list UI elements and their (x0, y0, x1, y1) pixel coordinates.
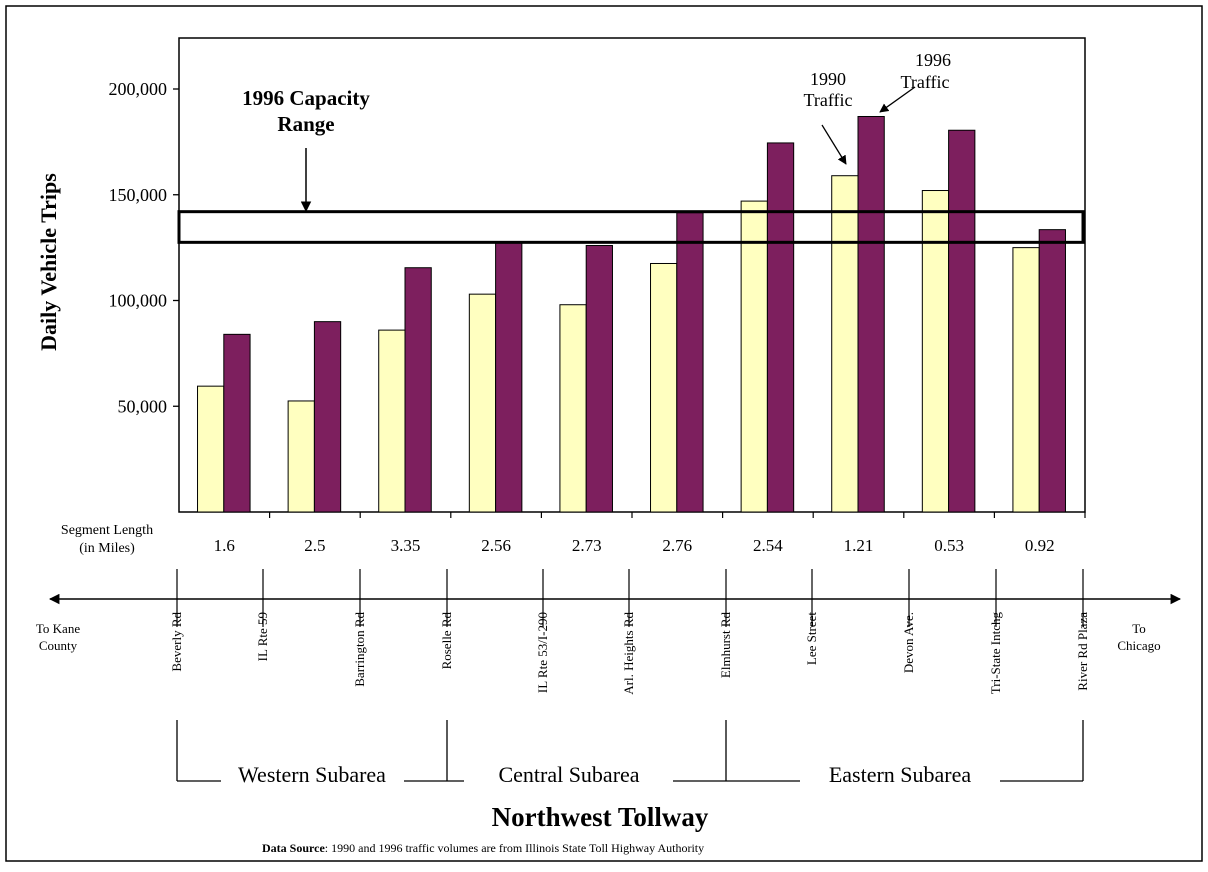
left-end-label-line1: To Kane (36, 621, 80, 636)
bar-1996 (313, 321, 342, 513)
annotation-1990-line1: 1990 (810, 69, 846, 89)
location-label: Beverly Rd (169, 612, 184, 672)
subarea-eastern: Eastern Subarea (829, 762, 972, 787)
bar-1990 (831, 175, 859, 513)
bar-1990 (197, 385, 225, 513)
segment-length-value: 0.53 (934, 536, 964, 555)
location-label: Arl. Heights Rd (621, 612, 636, 695)
bar-1990 (378, 329, 406, 513)
location-labels: Beverly Rd IL Rte 59 Barrington Rd Roselle … (169, 612, 1090, 695)
location-label: Devon Ave. (901, 612, 916, 673)
left-end-label-line2: County (39, 638, 78, 653)
segment-length-label-line1: Segment Length (61, 523, 153, 538)
segment-length-value: 2.73 (572, 536, 602, 555)
y-tick-label: 100,000 (109, 291, 168, 311)
capacity-annotation-line2: Range (277, 112, 334, 136)
capacity-annotation-line1: 1996 Capacity (242, 86, 370, 110)
segment-length-value: 3.35 (391, 536, 421, 555)
bar-1996 (495, 241, 523, 513)
subarea-central: Central Subarea (498, 762, 639, 787)
data-source: Data Source: 1990 and 1996 traffic volum… (262, 841, 704, 855)
arrow-1990 (821, 124, 847, 165)
segment-length-label-line2: (in Miles) (79, 541, 135, 556)
bar-1990 (559, 304, 587, 513)
subarea-brackets (176, 720, 1084, 782)
location-ticks (176, 569, 1084, 627)
segment-length-value: 2.76 (662, 536, 692, 555)
bar-1996 (766, 142, 795, 513)
right-end-label-line1: To (1132, 621, 1146, 636)
data-source-label: Data Source (262, 841, 325, 855)
bar-1996 (223, 333, 251, 513)
y-tick-label: 50,000 (118, 396, 168, 416)
segment-length-value: 2.56 (481, 536, 511, 555)
right-end-label-line2: Chicago (1117, 638, 1160, 653)
chart-title: Northwest Tollway (492, 802, 709, 832)
outer-frame (5, 5, 1203, 862)
bar-1996 (676, 212, 704, 513)
y-tick-label: 200,000 (109, 79, 168, 99)
bar-1996 (857, 115, 885, 513)
bar-1990 (1012, 247, 1040, 513)
bar-1990 (921, 190, 950, 513)
segment-length-value: 1.21 (844, 536, 874, 555)
capacity-band (177, 210, 1085, 244)
location-label: IL Rte 53/I-290 (535, 612, 550, 693)
bar-1996 (948, 129, 976, 513)
segment-lengths: 1.6 2.5 3.35 2.56 2.73 2.76 2.54 1.21 0.53 0.92 (214, 536, 1055, 555)
segment-length-value: 1.6 (214, 536, 235, 555)
location-label: Roselle Rd (439, 612, 454, 670)
bars (197, 115, 1086, 518)
bar-1990 (468, 293, 497, 513)
location-label: River Rd Plaza (1075, 612, 1090, 691)
location-label: Barrington Rd (352, 612, 367, 687)
segment-length-value: 2.54 (753, 536, 783, 555)
bar-1990 (740, 200, 768, 513)
location-label: Lee Street (804, 612, 819, 665)
location-label: IL Rte 59 (255, 612, 270, 661)
bar-1996 (1038, 229, 1066, 513)
annotation-1996-line1: 1996 (915, 50, 951, 70)
y-axis: 50,000 100,000 150,000 200,000 (109, 79, 179, 416)
arrow-1996 (879, 86, 916, 113)
data-source-text: : 1990 and 1996 traffic volumes are from… (325, 841, 704, 855)
location-label: Elmhurst Rd (718, 612, 733, 679)
capacity-range-box (177, 210, 1085, 244)
segment-length-value: 0.92 (1025, 536, 1055, 555)
bar-1990 (287, 400, 315, 513)
bar-1996 (585, 245, 613, 513)
annotation-1996-line2: Traffic (901, 72, 950, 92)
location-label: Tri-State Intchg (988, 612, 1003, 695)
bar-1990 (650, 262, 678, 513)
y-axis-label: Daily Vehicle Trips (36, 173, 61, 351)
subarea-western: Western Subarea (238, 762, 386, 787)
segment-length-value: 2.5 (304, 536, 325, 555)
y-tick-label: 150,000 (109, 185, 168, 205)
annotation-1990-line2: Traffic (804, 90, 853, 110)
bar-1996 (404, 267, 432, 513)
